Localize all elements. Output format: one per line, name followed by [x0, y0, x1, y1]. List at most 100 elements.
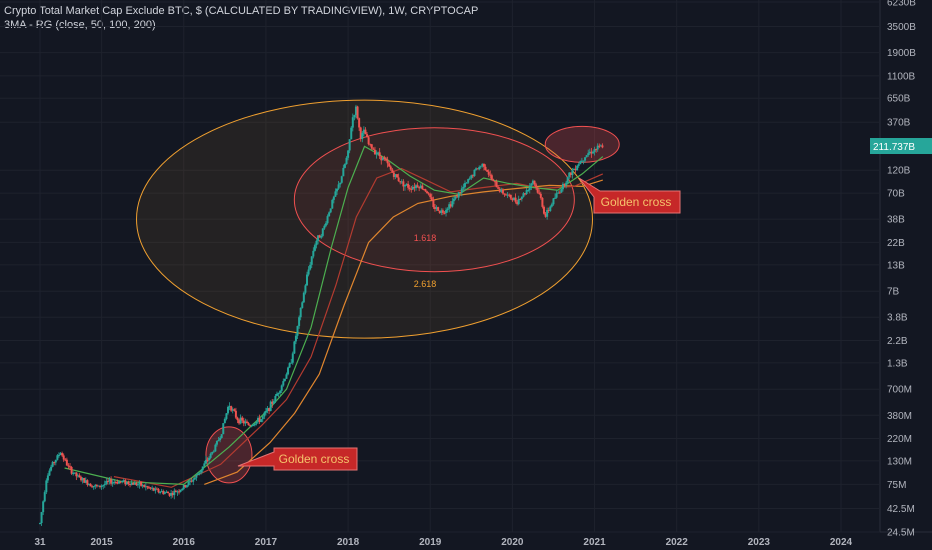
candle-body [302, 292, 305, 303]
candle-body [343, 164, 346, 168]
candle-body [166, 491, 169, 494]
candle-body [331, 199, 334, 209]
candle-body [377, 152, 380, 154]
candle-body [446, 208, 449, 211]
drawing-shapes: 1.618 2.618 [136, 99, 620, 484]
candle-body [424, 189, 427, 192]
candle-body [405, 183, 408, 185]
candle-body [413, 186, 416, 189]
x-tick-label: 2022 [666, 537, 689, 548]
candle-body [585, 155, 588, 158]
candle-body [482, 163, 485, 167]
candle-body [296, 325, 299, 336]
y-tick-label: 2.2B [887, 336, 908, 347]
candle-body [503, 193, 506, 195]
time-axis: 31 2015 2016 2017 2018 2019 2020 2021 2022 2023 20… [34, 537, 852, 548]
candle-body [481, 163, 484, 167]
candle-body [201, 466, 204, 471]
candle-body [334, 191, 337, 197]
candle-body [212, 451, 215, 453]
candle-body [582, 160, 585, 162]
candle-body [317, 235, 320, 241]
y-tick-label: 24.5M [887, 528, 915, 539]
y-tick-label: 380M [887, 411, 912, 422]
candle-body [438, 210, 441, 213]
candle-body [375, 153, 378, 155]
candle-body [206, 459, 209, 461]
candle-body [130, 482, 133, 486]
candle-body [449, 204, 452, 207]
candle-body [170, 492, 173, 496]
candle-body [328, 212, 331, 217]
candle-body [59, 453, 62, 455]
candle-body [255, 421, 258, 424]
candle-body [354, 106, 357, 116]
candle-body [560, 189, 563, 193]
candle-body [399, 181, 402, 183]
candle-body [411, 186, 414, 190]
candle-body [407, 183, 410, 188]
x-tick-label: 2023 [748, 537, 771, 548]
candle-body [432, 200, 435, 208]
candle-body [189, 480, 192, 482]
candle-body [97, 485, 100, 487]
candle-body [198, 472, 201, 474]
candle-body [520, 196, 523, 199]
chart-legend: Crypto Total Market Cap Exclude BTC, $ (… [4, 4, 478, 32]
candle-body [555, 193, 558, 198]
candle-body [386, 160, 389, 164]
candle-body [517, 198, 520, 205]
candle-body [114, 481, 117, 483]
candle-body [89, 483, 92, 487]
candle-body [105, 480, 108, 484]
candle-body [309, 264, 312, 270]
candle-body [157, 489, 160, 493]
candle-body [203, 463, 206, 467]
candle-body [400, 181, 403, 183]
candle-body [557, 192, 560, 194]
candle-body [298, 317, 301, 326]
candle-body [127, 481, 130, 484]
candle-body [577, 164, 580, 166]
y-tick-label: 70B [887, 189, 905, 200]
candle-body [53, 462, 56, 464]
candle-body [494, 181, 497, 183]
fib-ellipse-2618 [136, 99, 594, 339]
candle-body [448, 204, 451, 209]
x-tick-label: 2019 [419, 537, 442, 548]
candle-body [185, 485, 188, 488]
y-tick-label: 1900B [887, 48, 916, 59]
candle-body [418, 186, 421, 189]
candle-body [437, 207, 440, 211]
candle-body [369, 144, 372, 146]
candle-body [179, 489, 182, 492]
candle-body [129, 483, 132, 486]
candle-body [397, 177, 400, 182]
candle-body [318, 235, 321, 238]
candle-body [192, 479, 195, 482]
candle-body [119, 481, 122, 483]
candle-body [263, 412, 266, 417]
candle-body [294, 335, 297, 342]
candle-body [324, 223, 327, 226]
candle-body [326, 216, 329, 224]
candle-body [228, 406, 231, 408]
candle-body [307, 269, 310, 275]
indicator-label: 3MA - RG (close, 50, 100, 200) [4, 19, 156, 31]
candle-body [83, 477, 86, 483]
candle-body [217, 440, 220, 442]
candle-body [269, 401, 272, 412]
candle-body [598, 145, 601, 147]
candle-body [178, 491, 181, 493]
x-tick-label: 31 [34, 537, 46, 548]
callout-box-1 [237, 447, 358, 471]
candle-body [165, 491, 168, 493]
candle-body [524, 193, 527, 195]
candle-body [72, 473, 75, 475]
candle-body [426, 191, 429, 194]
candle-body [238, 420, 241, 424]
fib-label-1618: 1.618 [414, 233, 437, 243]
candle-body [78, 475, 81, 478]
candle-body [227, 406, 230, 414]
